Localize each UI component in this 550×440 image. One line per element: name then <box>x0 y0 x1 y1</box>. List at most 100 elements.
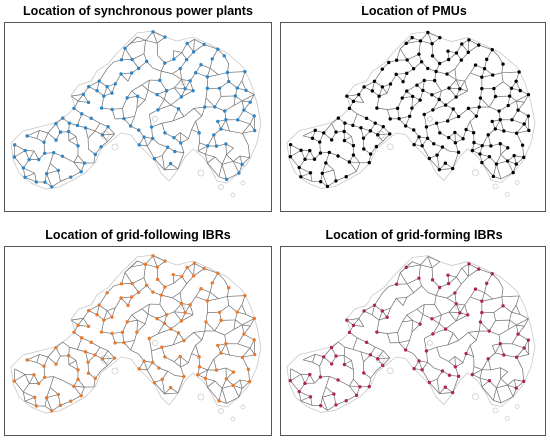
location-marker <box>188 79 192 83</box>
location-marker <box>151 30 155 34</box>
transmission-line <box>179 59 187 69</box>
transmission-line <box>290 368 302 375</box>
transmission-line <box>455 90 468 98</box>
location-marker <box>430 317 434 321</box>
location-marker <box>407 114 412 118</box>
location-marker <box>288 379 293 383</box>
transmission-line <box>390 298 397 309</box>
location-marker <box>23 175 27 179</box>
transmission-line <box>382 286 390 294</box>
location-marker <box>506 146 510 150</box>
location-marker <box>194 71 198 75</box>
transmission-line <box>344 364 354 370</box>
location-marker <box>446 49 450 53</box>
location-marker <box>66 129 71 134</box>
transmission-line <box>179 283 187 293</box>
transmission-line <box>243 109 255 117</box>
location-marker <box>422 78 426 83</box>
location-marker <box>438 35 442 40</box>
location-marker <box>202 42 206 47</box>
transmission-line <box>325 376 330 388</box>
transmission-line <box>406 292 414 298</box>
transmission-line <box>193 330 205 333</box>
transmission-line <box>237 109 245 121</box>
island <box>504 192 510 197</box>
transmission-line <box>161 294 173 299</box>
location-marker <box>329 345 334 350</box>
island <box>111 367 119 375</box>
transmission-line <box>515 305 521 315</box>
location-marker <box>52 150 56 155</box>
transmission-line <box>527 115 530 131</box>
location-marker <box>199 63 203 67</box>
island <box>197 393 205 401</box>
location-marker <box>431 108 435 112</box>
location-marker <box>163 285 167 289</box>
location-marker <box>345 318 349 322</box>
location-marker <box>437 285 442 290</box>
transmission-line <box>455 314 468 322</box>
transmission-line <box>418 40 421 55</box>
transmission-line <box>511 119 525 125</box>
transmission-line <box>357 337 367 343</box>
location-marker <box>137 128 141 132</box>
transmission-line <box>147 304 150 315</box>
transmission-line <box>138 61 147 69</box>
transmission-line <box>131 53 145 60</box>
transmission-line <box>47 347 57 358</box>
location-marker <box>86 371 91 375</box>
island <box>240 404 246 410</box>
location-marker <box>214 144 219 148</box>
transmission-line <box>188 129 192 139</box>
transmission-line <box>434 304 442 316</box>
location-marker <box>322 355 326 359</box>
transmission-line <box>447 340 459 346</box>
coastline <box>10 254 262 414</box>
location-marker <box>351 323 356 328</box>
location-marker <box>443 385 448 389</box>
location-marker <box>405 71 409 75</box>
location-marker <box>44 395 49 400</box>
location-marker <box>93 353 97 357</box>
transmission-line <box>502 305 512 313</box>
location-marker <box>152 381 157 385</box>
transmission-line <box>491 345 496 354</box>
transmission-line <box>468 263 479 270</box>
transmission-line <box>429 158 440 170</box>
transmission-line <box>23 391 35 398</box>
transmission-line <box>448 276 457 284</box>
location-marker <box>347 106 352 111</box>
transmission-line <box>186 275 194 284</box>
location-marker <box>435 153 439 157</box>
transmission-line <box>493 312 496 321</box>
transmission-line <box>205 321 216 332</box>
transmission-line <box>489 106 500 112</box>
transmission-line <box>516 347 525 358</box>
transmission-line <box>51 405 61 412</box>
location-marker <box>56 168 61 173</box>
location-marker <box>113 341 117 345</box>
transmission-line <box>43 366 46 378</box>
transmission-line <box>173 361 181 368</box>
transmission-line <box>488 96 496 108</box>
transmission-line <box>172 292 181 299</box>
location-marker <box>60 154 65 158</box>
transmission-line <box>493 305 504 313</box>
transmission-line <box>157 323 165 335</box>
transmission-line <box>445 320 457 330</box>
transmission-line <box>496 154 502 165</box>
location-marker <box>497 109 501 113</box>
transmission-line <box>499 119 505 132</box>
transmission-line <box>346 318 359 321</box>
transmission-line <box>431 90 442 96</box>
location-marker <box>171 272 175 277</box>
location-marker <box>172 135 176 140</box>
location-marker <box>478 320 483 324</box>
transmission-line <box>226 396 240 404</box>
location-marker <box>412 128 416 132</box>
transmission-line <box>427 32 433 44</box>
transmission-line <box>427 292 437 296</box>
location-marker <box>99 106 104 110</box>
location-marker <box>332 392 336 396</box>
transmission-line <box>225 119 230 132</box>
